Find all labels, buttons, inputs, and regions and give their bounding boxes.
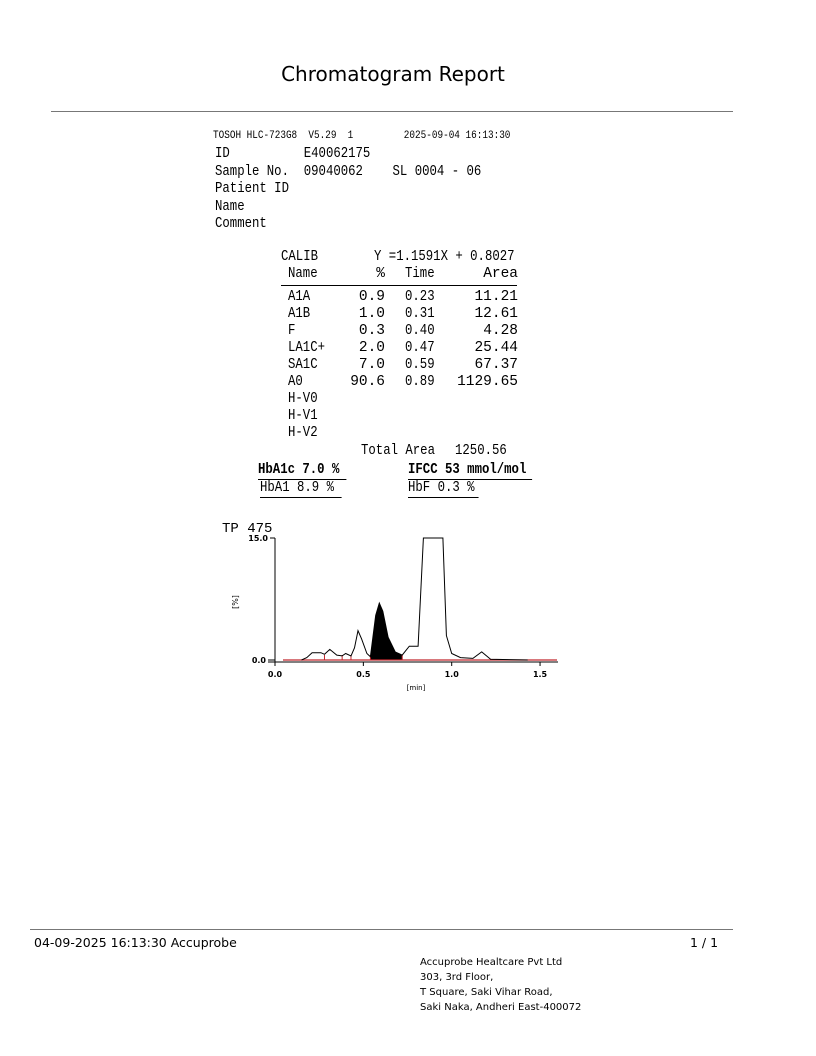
calib-equation: Y =1.1591X + 0.8027	[374, 249, 515, 265]
x-tick-label: 1.0	[445, 670, 460, 679]
patient-id-label: Patient ID	[215, 181, 289, 197]
table-cell: 12.61	[474, 306, 518, 322]
table-cell: 0.31	[405, 306, 435, 322]
instrument-version: V5.29	[308, 130, 337, 142]
name-label: Name	[215, 199, 245, 215]
table-cell: F	[288, 323, 296, 339]
table-cell: 4.28	[483, 323, 518, 339]
table-cell: LA1C+	[288, 340, 325, 356]
id-row: ID E40062175	[215, 146, 370, 162]
comment-label: Comment	[215, 216, 267, 232]
table-cell: 67.37	[474, 357, 518, 373]
table-cell: 0.89	[405, 374, 435, 390]
table-cell: 11.21	[474, 289, 518, 305]
table-cell: 0.23	[405, 289, 435, 305]
table-cell: 0.3	[358, 323, 385, 339]
y-tick-label: 15.0	[248, 534, 268, 543]
table-cell: 1129.65	[457, 374, 518, 390]
table-cell: 1.0	[358, 306, 385, 322]
table-cell: A1A	[288, 289, 311, 305]
sample-row: Sample No. 09040062 SL 0004 - 06	[215, 164, 481, 180]
x-tick-label: 0.0	[268, 670, 283, 679]
instrument-line: TOSOH HLC-723G8 V5.29 1 2025-09-04 16:13…	[213, 130, 510, 142]
table-cell: 25.44	[474, 340, 518, 356]
sample-position: SL 0004 - 06	[392, 164, 482, 180]
chromatogram-trace	[301, 537, 528, 661]
table-cell: 0.47	[405, 340, 435, 356]
total-area-label: Total Area	[361, 443, 435, 459]
hbf-result: HbF 0.3 %	[408, 480, 479, 498]
instrument-unit: 1	[347, 130, 354, 142]
column-header: Area	[483, 266, 518, 282]
address-line: Saki Naka, Andheri East-400072	[420, 1002, 582, 1013]
table-cell: A1B	[288, 306, 311, 322]
table-cell: H-V2	[288, 425, 318, 441]
footer-divider	[30, 929, 733, 930]
address-line: 303, 3rd Floor,	[420, 972, 494, 983]
table-cell: 7.0	[358, 357, 385, 373]
page-number: 1 / 1	[690, 935, 719, 950]
report-title: Chromatogram Report	[281, 62, 505, 86]
table-divider	[281, 285, 517, 286]
column-header: %	[376, 266, 385, 282]
id-value: E40062175	[303, 146, 371, 162]
address-line: T Square, Saki Vihar Road,	[420, 987, 553, 998]
table-cell: H-V1	[288, 408, 318, 424]
hba1-result: HbA1 8.9 %	[260, 480, 342, 498]
y-tick-label: 0.0	[252, 656, 267, 665]
x-tick-label: 0.5	[356, 670, 371, 679]
header-divider	[51, 111, 733, 112]
y-axis-label: [%]	[231, 595, 240, 609]
shaded-peak-SA1C	[370, 603, 403, 660]
hba1c-result: HbA1c 7.0 %	[258, 462, 347, 480]
table-cell: 0.40	[405, 323, 435, 339]
sample-label: Sample No.	[215, 164, 289, 180]
ifcc-result: IFCC 53 mmol/mol	[408, 462, 533, 480]
instrument-model: TOSOH HLC-723G8	[213, 130, 298, 142]
footer-timestamp: 04-09-2025 16:13:30 Accuprobe	[34, 935, 237, 950]
table-cell: H-V0	[288, 391, 318, 407]
instrument-datetime: 2025-09-04 16:13:30	[403, 130, 511, 142]
total-area-value: 1250.56	[455, 443, 507, 459]
chart-title: TP 475	[222, 521, 272, 537]
table-cell: 0.9	[358, 289, 385, 305]
table-cell: 2.0	[358, 340, 385, 356]
table-cell: 90.6	[350, 374, 385, 390]
column-header: Name	[288, 266, 318, 282]
sample-no: 09040062	[303, 164, 363, 180]
table-cell: SA1C	[288, 357, 318, 373]
x-axis-label: [min]	[407, 684, 426, 692]
table-cell: A0	[288, 374, 303, 390]
table-cell: 0.59	[405, 357, 435, 373]
address-line: Accuprobe Healtcare Pvt Ltd	[420, 957, 563, 968]
column-header: Time	[405, 266, 435, 282]
calib-label: CALIB	[281, 249, 318, 265]
company-address: Accuprobe Healtcare Pvt Ltd 303, 3rd Flo…	[420, 955, 581, 1015]
id-label: ID	[215, 146, 230, 162]
x-tick-label: 1.5	[533, 670, 548, 679]
